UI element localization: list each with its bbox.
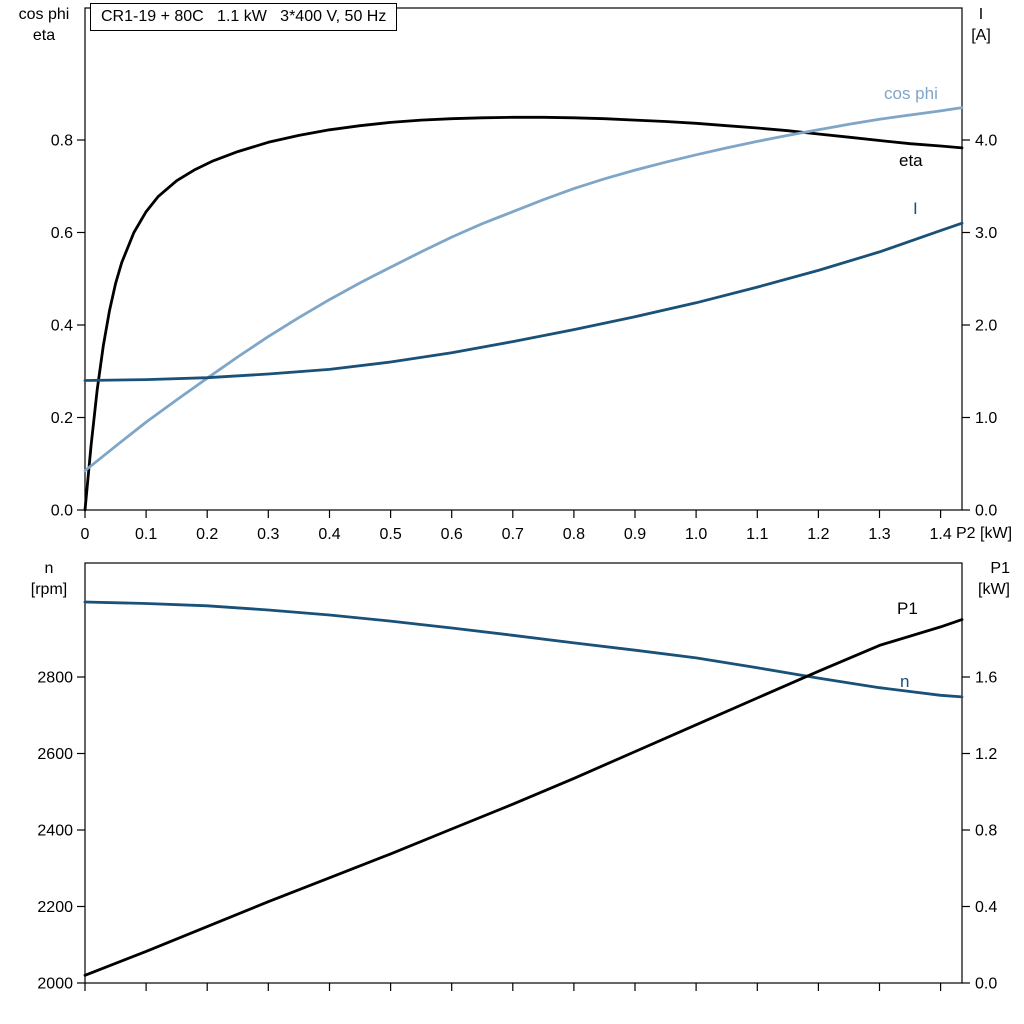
right-tick-label: 1.0: [975, 410, 997, 427]
left-tick-label: 2000: [37, 976, 73, 993]
x-tick-label: 1.1: [746, 526, 768, 543]
eta-curve-label: eta: [899, 151, 923, 170]
x-tick-label: 0.5: [379, 526, 401, 543]
top-left-axis-label-line2: eta: [32, 27, 56, 44]
chart-title-box: CR1-19 + 80C 1.1 kW 3*400 V, 50 Hz: [90, 3, 398, 31]
bottom-right-axis-label-line2: [kW]: [978, 581, 1010, 598]
right-tick-label: 0.0: [975, 976, 997, 993]
x-tick-label: 0.1: [135, 526, 157, 543]
bottom-right-axis-label-line1: P1: [990, 560, 1010, 577]
x-tick-label: 0.9: [624, 526, 646, 543]
left-tick-label: 2200: [37, 899, 73, 916]
cos-phi-curve: [83, 106, 964, 473]
n-curve-label: n: [900, 672, 910, 691]
left-tick-label: 0.8: [51, 133, 73, 150]
top-right-axis-label-line2: [A]: [971, 27, 991, 44]
right-tick-label: 3.0: [975, 225, 997, 242]
top-plot: 0 0.1 0.2 0.3 0.4 0.5 0.6 0.7 0.8 0.9 1.0 1.1 1.2 1.3…: [51, 7, 997, 543]
left-tick-label: 2400: [37, 823, 73, 840]
x-tick-label: 0.8: [563, 526, 585, 543]
x-axis-title: P2 [kW]: [956, 525, 1013, 542]
top-right-axis-label-line1: I: [978, 6, 984, 23]
p1-curve-label: P1: [897, 599, 918, 618]
x-tick-label: 0.7: [502, 526, 524, 543]
x-tick-label: 0.6: [441, 526, 463, 543]
bottom-left-axis-label-line2: [rpm]: [30, 581, 68, 598]
x-tick-label: 0: [81, 526, 90, 543]
top-left-axis-label-line1: cos phi: [18, 6, 70, 23]
right-tick-label: 0.4: [975, 899, 997, 916]
x-tick-label: 0.2: [196, 526, 218, 543]
right-tick-label: 4.0: [975, 133, 997, 150]
current-curve-label: I: [913, 199, 918, 218]
top-plot-frame: [84, 7, 963, 511]
left-tick-label: 2800: [37, 670, 73, 687]
x-tick-label: 0.3: [257, 526, 279, 543]
x-tick-label: 1.2: [807, 526, 829, 543]
current-curve: [83, 221, 964, 382]
x-tick-label: 1.0: [685, 526, 707, 543]
right-tick-label: 1.6: [975, 670, 997, 687]
right-tick-label: 0.0: [975, 503, 997, 520]
left-tick-label: 2600: [37, 746, 73, 763]
bottom-plot: 2000 2200 2400 2600 2800 0.0 0.4 0.8 1.2 1.6: [37, 562, 997, 993]
eta-curve: [83, 115, 964, 512]
bottom-left-axis-label-line1: n: [44, 560, 54, 577]
right-tick-label: 2.0: [975, 318, 997, 335]
left-tick-label: 0.2: [51, 410, 73, 427]
left-tick-label: 0.4: [51, 318, 73, 335]
right-tick-label: 1.2: [975, 746, 997, 763]
cos-phi-curve-label: cos phi: [884, 84, 938, 103]
right-tick-label: 0.8: [975, 823, 997, 840]
x-tick-label: 1.3: [868, 526, 890, 543]
left-tick-label: 0.6: [51, 225, 73, 242]
x-tick-label: 0.4: [318, 526, 340, 543]
p1-curve: [83, 618, 964, 977]
left-tick-label: 0.0: [51, 503, 73, 520]
bottom-plot-frame: [84, 562, 963, 984]
x-tick-label: 1.4: [929, 526, 951, 543]
n-curve: [83, 600, 964, 699]
